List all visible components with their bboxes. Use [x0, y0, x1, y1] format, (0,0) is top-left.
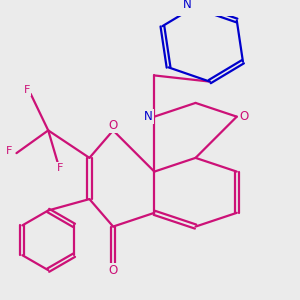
Text: N: N	[183, 0, 191, 11]
Text: F: F	[57, 163, 63, 173]
Text: N: N	[144, 110, 153, 123]
Text: O: O	[109, 119, 118, 132]
Text: O: O	[109, 264, 118, 277]
Text: F: F	[24, 85, 30, 95]
Text: F: F	[6, 146, 13, 156]
Text: O: O	[239, 110, 248, 123]
